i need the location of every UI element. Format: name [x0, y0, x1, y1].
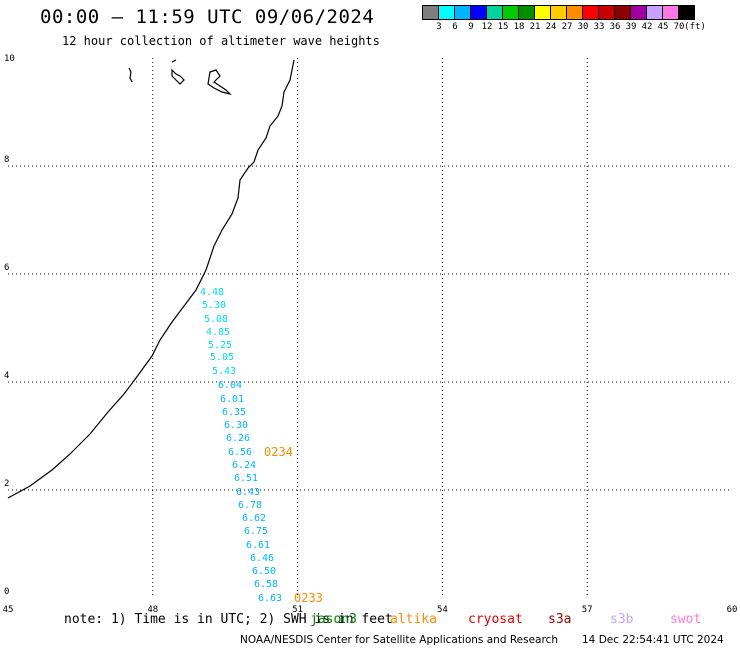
color-scale-labels: 3 6 9 12 15 18 21 24 27 30 33 36 39 42 45 70 (ft): [422, 22, 740, 34]
y-tick-label: 2: [4, 479, 9, 489]
color-scale-label: 30: [577, 22, 589, 32]
x-tick-label: 51: [292, 605, 303, 615]
track-time-label: 0233: [294, 591, 323, 605]
footer-note: note: 1) Time is in UTC; 2) SWH is in fe…: [64, 612, 393, 627]
wave-height-label: 6.30: [224, 420, 248, 431]
track-time-label: 0234: [264, 445, 293, 459]
color-scale-label: 3: [436, 22, 442, 32]
wave-height-label: 6.51: [234, 473, 258, 484]
color-swatch: [678, 5, 695, 20]
wave-height-label: 5.05: [210, 352, 234, 363]
x-tick-label: 45: [3, 605, 14, 615]
y-tick-label: 8: [4, 155, 9, 165]
color-scale-label: 15: [497, 22, 509, 32]
page-subtitle: 12 hour collection of altimeter wave hei…: [62, 34, 380, 48]
color-scale-label: 45: [657, 22, 669, 32]
island: [207, 69, 232, 96]
wave-height-label: 6.62: [242, 513, 266, 524]
x-tick-label: 54: [437, 605, 448, 615]
coastline: [7, 59, 295, 499]
color-scale-label: 24: [545, 22, 557, 32]
wave-height-label: 5.08: [204, 314, 228, 325]
y-tick-label: 4: [4, 371, 9, 381]
wave-height-color-scale: [422, 5, 695, 20]
wave-height-label: 6.01: [220, 394, 244, 405]
color-scale-label: 39: [625, 22, 637, 32]
color-scale-label: 33: [593, 22, 605, 32]
wave-height-label: 4.48: [200, 287, 224, 298]
wave-height-label: 5.43: [212, 366, 236, 377]
color-scale-label: 27: [561, 22, 573, 32]
wave-height-label: 6.26: [226, 433, 250, 444]
wave-height-label: 6.56: [228, 447, 252, 458]
y-tick-label: 6: [4, 263, 9, 273]
y-tick-label: 10: [4, 54, 15, 64]
x-tick-label: 57: [582, 605, 593, 615]
page-title: 00:00 – 11:59 UTC 09/06/2024: [40, 6, 375, 28]
color-scale-label: 36: [609, 22, 621, 32]
mission-legend-item: swot: [670, 612, 702, 627]
island: [171, 59, 185, 85]
x-tick-label: 48: [147, 605, 158, 615]
credit-text: NOAA/NESDIS Center for Satellite Applica…: [240, 634, 558, 646]
wave-height-label: 6.50: [252, 566, 276, 577]
wave-height-label: 6.04: [218, 380, 242, 391]
wave-height-label: 6.58: [254, 579, 278, 590]
generated-timestamp: 14 Dec 22:54:41 UTC 2024: [582, 634, 724, 646]
color-scale-label: 42: [641, 22, 653, 32]
wave-height-label: 6.46: [250, 553, 274, 564]
color-scale-label: 18: [513, 22, 525, 32]
wave-height-label: 5.30: [202, 300, 226, 311]
color-scale-label: (ft): [684, 22, 706, 32]
wave-height-label: 6.24: [232, 460, 256, 471]
mission-legend-item: cryosat: [468, 612, 523, 627]
color-scale-label: 6: [452, 22, 458, 32]
wave-height-label: 6.61: [246, 540, 270, 551]
mission-legend-item: altika: [390, 612, 437, 627]
color-scale-label: 9: [468, 22, 474, 32]
wave-height-label: 6.43: [236, 487, 260, 498]
mission-legend-item: s3a: [548, 612, 572, 627]
wave-height-label: 6.78: [238, 500, 262, 511]
island: [128, 67, 133, 83]
color-scale-label: 12: [481, 22, 493, 32]
mission-legend-item: jason3: [310, 612, 357, 627]
wave-height-label: 6.75: [244, 526, 268, 537]
wave-height-label: 4.85: [206, 327, 230, 338]
wave-height-label: 6.35: [222, 407, 246, 418]
x-tick-label: 60: [727, 605, 738, 615]
color-scale-label: 21: [529, 22, 541, 32]
wave-height-label: 6.63: [258, 593, 282, 604]
mission-legend-item: s3b: [610, 612, 634, 627]
y-tick-label: 0: [4, 587, 9, 597]
wave-height-label: 5.25: [208, 340, 232, 351]
color-scale-label: 70: [673, 22, 685, 32]
